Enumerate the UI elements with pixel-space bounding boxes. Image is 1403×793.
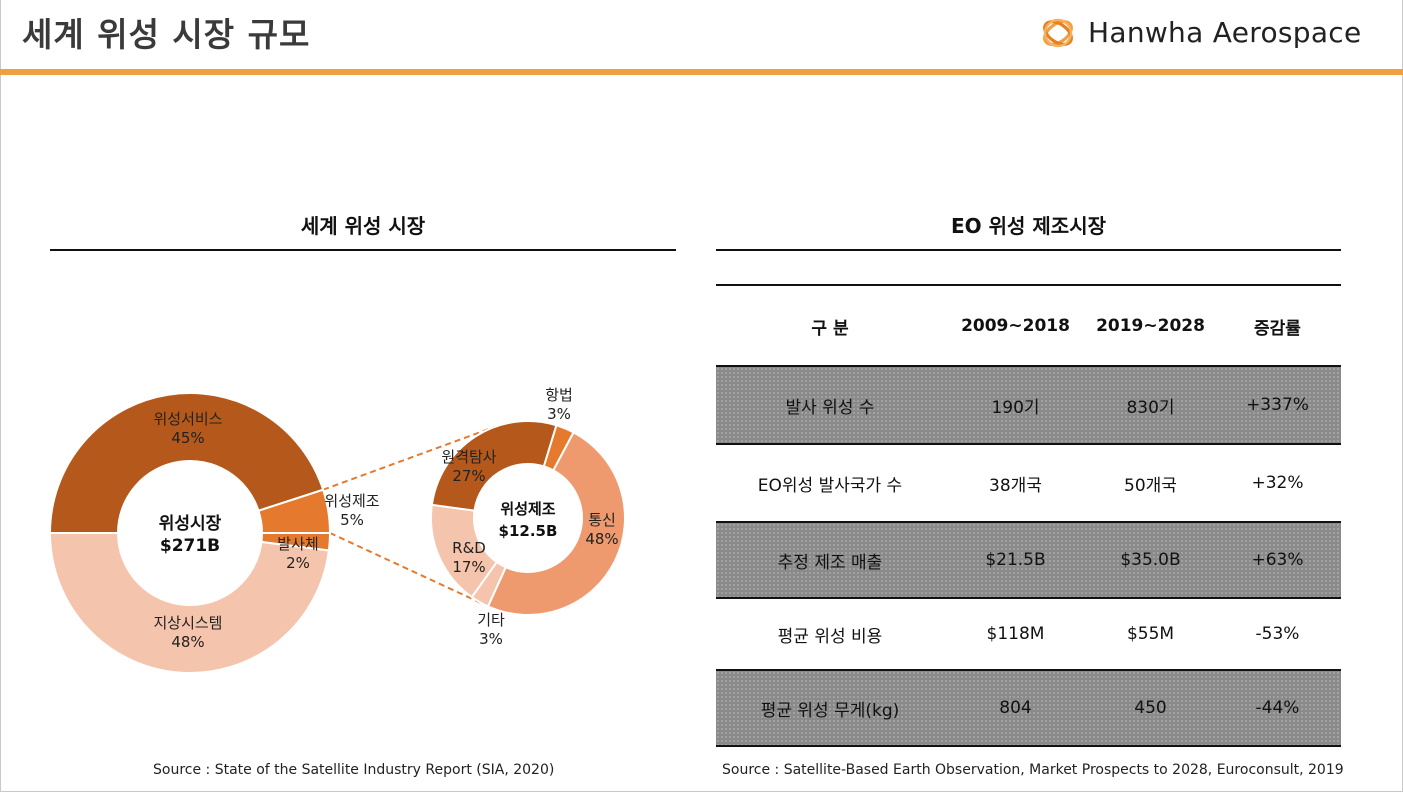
slice-label-r-d: R&D — [452, 539, 486, 557]
donut-slice-원격탐사 — [430, 420, 558, 512]
row-change-rate: +337% — [1246, 395, 1309, 415]
slice-label-항법: 항법 — [545, 386, 573, 404]
left-section-title: 세계 위성 시장 — [300, 214, 426, 238]
row-label: 추정 제조 매출 — [777, 552, 883, 573]
table-row: 평균 위성 비용 $118M $55M -53% — [716, 599, 1341, 669]
row-value-period-2: 450 — [1134, 698, 1167, 718]
row-value-period-1: 804 — [999, 698, 1032, 718]
slice-label-통신: 통신 — [588, 511, 616, 529]
table-row: 발사 위성 수 190기 830기 +337% — [716, 365, 1341, 445]
table-top-rule — [716, 284, 1341, 286]
table-header-row: 구 분 2009~2018 2019~2028 증감률 — [716, 306, 1341, 346]
slice-label-위성제조: 위성제조 — [324, 492, 379, 510]
row-label: 평균 위성 비용 — [777, 626, 883, 647]
table-row: 추정 제조 매출 $21.5B $35.0B +63% — [716, 521, 1341, 599]
donut-center-value: $271B — [160, 536, 220, 556]
hanwha-logo-icon — [1043, 18, 1073, 48]
connector-line-top — [322, 425, 496, 491]
row-change-rate: +63% — [1251, 550, 1304, 570]
right-section-title: EO 위성 제조시장 — [951, 214, 1106, 238]
header-period-2: 2019~2028 — [1096, 316, 1205, 336]
right-source-note: Source : Satellite-Based Earth Observati… — [722, 762, 1344, 778]
slice-value-위성서비스: 45% — [171, 429, 204, 447]
row-value-period-1: 38개국 — [989, 475, 1042, 496]
donut-center-value: $12.5B — [499, 522, 558, 540]
row-value-period-2: $35.0B — [1120, 550, 1181, 570]
row-value-period-1: $118M — [986, 624, 1045, 644]
slice-label-발사체: 발사체 — [277, 535, 318, 553]
logo-text: Hanwha Aerospace — [1088, 15, 1362, 49]
zoom-connector-lines — [322, 425, 496, 605]
slice-value-원격탐사: 27% — [452, 467, 485, 485]
row-change-rate: +32% — [1251, 473, 1304, 493]
row-change-rate: -44% — [1255, 698, 1300, 718]
table-row: EO위성 발사국가 수 38개국 50개국 +32% — [716, 445, 1341, 521]
left-source-note: Source : State of the Satellite Industry… — [153, 762, 555, 778]
slice-label-기타: 기타 — [477, 611, 505, 629]
slice-value-r-d: 17% — [452, 558, 485, 576]
donut-slice-지상시스템 — [48, 532, 331, 674]
slice-label-원격탐사: 원격탐사 — [441, 448, 496, 466]
left-section-rule — [50, 249, 676, 251]
title-bar: 세계 위성 시장 규모 Hanwha Aerospace — [0, 0, 1403, 75]
donut-center-title: 위성제조 — [500, 500, 555, 518]
connector-line-bottom — [329, 532, 483, 605]
right-section-rule — [716, 249, 1341, 251]
satellite-market-donut — [48, 392, 332, 674]
header-change-rate: 증감률 — [1254, 318, 1301, 339]
donut-slice-통신 — [486, 431, 626, 616]
hanwha-logo: Hanwha Aerospace — [1036, 8, 1362, 56]
row-value-period-2: $55M — [1126, 624, 1175, 644]
header-accent-rule — [0, 69, 1403, 75]
slice-value-기타: 3% — [479, 630, 503, 648]
header-category: 구 분 — [811, 318, 849, 339]
slice-value-위성제조: 5% — [340, 511, 364, 529]
row-label: 발사 위성 수 — [785, 397, 875, 418]
slice-value-항법: 3% — [547, 405, 571, 423]
header-period-1: 2009~2018 — [961, 316, 1070, 336]
table-row: 평균 위성 무게(kg) 804 450 -44% — [716, 669, 1341, 747]
donut-center-title: 위성시장 — [159, 514, 222, 534]
donut-slice-위성서비스 — [48, 392, 325, 534]
row-label: EO위성 발사국가 수 — [757, 475, 903, 496]
row-value-period-2: 830기 — [1126, 397, 1175, 418]
slice-value-발사체: 2% — [286, 554, 310, 572]
slice-label-위성서비스: 위성서비스 — [153, 410, 222, 428]
slice-label-지상시스템: 지상시스템 — [153, 614, 222, 632]
satellite-manufacturing-donut — [430, 420, 626, 616]
row-value-period-1: $21.5B — [985, 550, 1046, 570]
slice-value-통신: 48% — [585, 530, 618, 548]
slice-value-지상시스템: 48% — [171, 633, 204, 651]
row-value-period-2: 50개국 — [1124, 475, 1177, 496]
row-value-period-1: 190기 — [991, 397, 1040, 418]
row-label: 평균 위성 무게(kg) — [760, 700, 900, 721]
row-change-rate: -53% — [1255, 624, 1300, 644]
page-title: 세계 위성 시장 규모 — [22, 15, 311, 54]
